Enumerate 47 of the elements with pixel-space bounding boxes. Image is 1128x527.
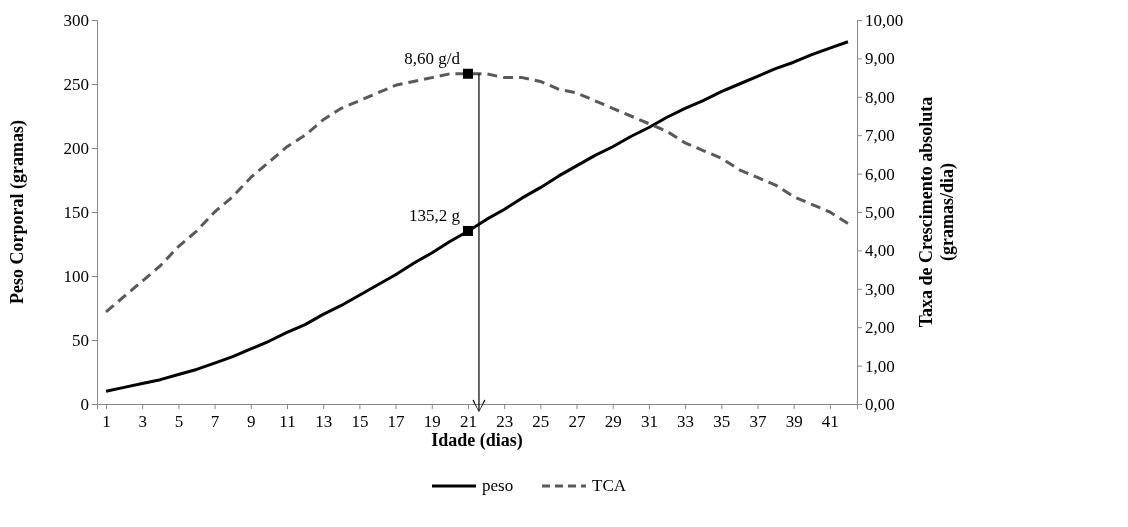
y2-tick-label: 5,00 — [865, 202, 895, 222]
x-tick-label: 27 — [568, 412, 587, 432]
x-tick-label: 15 — [351, 412, 369, 432]
x-axis-title: Idade (dias) — [431, 430, 523, 451]
x-tick-label: 39 — [785, 412, 803, 432]
y-tick-label: 150 — [63, 202, 89, 222]
y-tick-label: 250 — [63, 74, 89, 94]
y2-tick-label: 8,00 — [865, 87, 895, 107]
x-tick-label: 23 — [496, 412, 514, 432]
x-tick-label: 9 — [247, 412, 256, 432]
y2-tick-label: 7,00 — [865, 126, 895, 146]
line-series — [104, 40, 850, 393]
y-tick-label: 0 — [80, 394, 89, 414]
annotation: 8,60 g/d — [404, 48, 461, 68]
x-tick-label: 7 — [210, 412, 220, 432]
y-axis-title: Peso Corporal (gramas) — [7, 120, 28, 304]
x-tick-label: 19 — [423, 412, 441, 432]
y2-tick-label: 10,00 — [865, 10, 904, 30]
x-tick-label: 31 — [640, 412, 658, 432]
annotation: 135,2 g — [408, 205, 461, 225]
x-tick-label: 35 — [713, 412, 731, 432]
x-tick-label: 11 — [279, 412, 296, 432]
x-tick-label: 21 — [459, 412, 477, 432]
x-tick-label: 37 — [749, 412, 767, 432]
y-tick-label: 50 — [72, 330, 89, 350]
y-tick-label: 100 — [63, 266, 89, 286]
y2-tick-label: 6,00 — [865, 164, 895, 184]
x-tick-label: 3 — [138, 412, 147, 432]
legend-label: TCA — [592, 476, 627, 495]
y2-tick-label: 0,00 — [865, 394, 895, 414]
y2-axis-title: Taxa de Crescimento absoluta (gramas/dia) — [916, 96, 958, 328]
x-tick-label: 13 — [315, 412, 333, 432]
legend-label: peso — [482, 476, 514, 495]
y-tick-label: 300 — [63, 10, 89, 30]
y2-tick-label: 3,00 — [865, 279, 895, 299]
y-tick-label: 200 — [63, 138, 89, 158]
x-tick-label: 33 — [677, 412, 695, 432]
x-tick-label: 29 — [604, 412, 622, 432]
x-tick-label: 25 — [532, 412, 550, 432]
y2-tick-label: 9,00 — [865, 49, 895, 69]
x-tick-label: 17 — [387, 412, 406, 432]
y2-tick-label: 2,00 — [865, 318, 895, 338]
x-tick-label: 41 — [821, 412, 839, 432]
x-tick-label: 5 — [174, 412, 184, 432]
y2-tick-label: 1,00 — [865, 356, 895, 376]
y2-tick-label: 4,00 — [865, 241, 895, 261]
x-tick-label: 1 — [102, 412, 111, 432]
